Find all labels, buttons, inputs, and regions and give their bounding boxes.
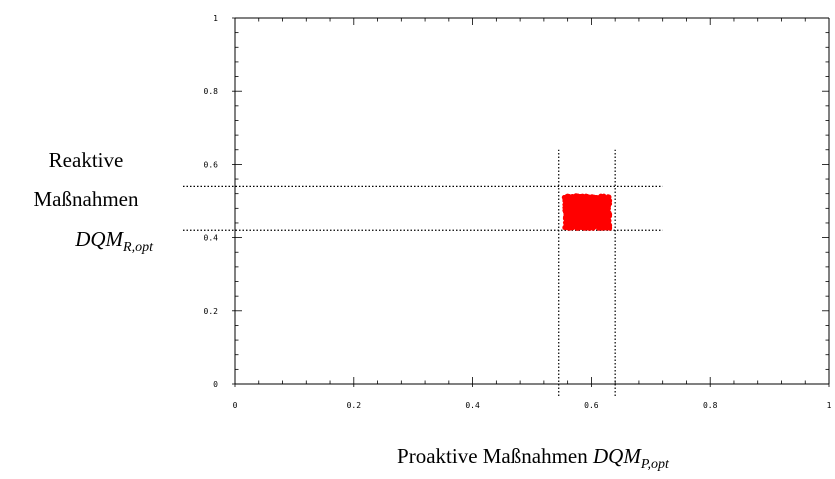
- data-point: [562, 220, 568, 225]
- data-point: [583, 218, 589, 224]
- y-tick-label: 1: [213, 14, 218, 23]
- data-point: [606, 218, 612, 224]
- data-point: [598, 215, 604, 221]
- data-point: [579, 211, 585, 216]
- data-point: [572, 205, 578, 210]
- y-axis-label-line2: Maßnahmen: [34, 187, 139, 211]
- data-points: [561, 193, 613, 231]
- data-point: [603, 224, 609, 230]
- y-axis-label-line1: Reaktive: [49, 148, 124, 172]
- data-point: [573, 208, 579, 214]
- y-axis-label-symbol-sub: R,opt: [122, 240, 154, 255]
- x-axis-label-symbol-sub: P,opt: [640, 457, 670, 472]
- x-tick-label: 0.6: [584, 401, 599, 410]
- data-point: [606, 211, 612, 217]
- x-axis-label: Proaktive Maßnahmen DQMP,opt: [397, 444, 670, 472]
- plot-frame: [234, 17, 830, 385]
- data-point: [579, 214, 584, 220]
- data-point: [568, 201, 573, 207]
- data-point: [565, 210, 571, 215]
- data-point: [597, 194, 603, 200]
- y-axis-label: Reaktive Maßnahmen DQMR,opt: [34, 148, 155, 255]
- x-axis-label-main: Proaktive Maßnahmen: [397, 444, 593, 468]
- data-point: [593, 215, 599, 220]
- axis-ticks: [232, 17, 830, 387]
- data-point: [568, 224, 573, 230]
- data-point: [583, 193, 589, 199]
- tick-labels: 0 0.2 0.4 0.6 0.8 1 0 0.2 0.4 0.6 0.8 1: [204, 14, 832, 410]
- y-tick-label: 0.8: [204, 87, 219, 96]
- data-point: [574, 226, 580, 231]
- x-tick-label: 0.8: [703, 401, 718, 410]
- y-axis-label-symbol: DQMR,opt: [74, 227, 154, 255]
- x-axis-label-symbol-main: DQM: [592, 444, 642, 468]
- reference-lines: [183, 149, 663, 396]
- data-point: [591, 194, 597, 200]
- data-point: [588, 210, 594, 216]
- data-point: [603, 208, 609, 213]
- data-point: [593, 210, 598, 215]
- data-point: [592, 221, 597, 226]
- y-tick-label: 0.2: [204, 307, 219, 316]
- data-point: [596, 199, 602, 205]
- data-point: [588, 199, 594, 205]
- data-point: [574, 193, 580, 199]
- data-point: [562, 195, 568, 200]
- y-axis-label-symbol-main: DQM: [74, 227, 124, 251]
- y-tick-label: 0.6: [204, 160, 219, 169]
- x-tick-label: 0.4: [465, 401, 480, 410]
- x-tick-label: 1: [827, 401, 832, 410]
- x-tick-label: 0.2: [347, 401, 362, 410]
- data-point: [605, 201, 611, 207]
- data-point: [568, 197, 573, 202]
- y-tick-label: 0.4: [204, 234, 219, 243]
- data-point: [583, 225, 589, 231]
- x-tick-label: 0: [233, 401, 238, 410]
- data-point: [576, 221, 581, 226]
- data-point: [562, 204, 568, 210]
- data-point: [570, 216, 576, 222]
- data-point: [585, 203, 591, 208]
- data-point: [581, 207, 586, 213]
- data-point: [570, 221, 576, 226]
- data-point: [580, 193, 585, 199]
- data-point: [596, 225, 602, 231]
- y-tick-label: 0: [213, 380, 218, 389]
